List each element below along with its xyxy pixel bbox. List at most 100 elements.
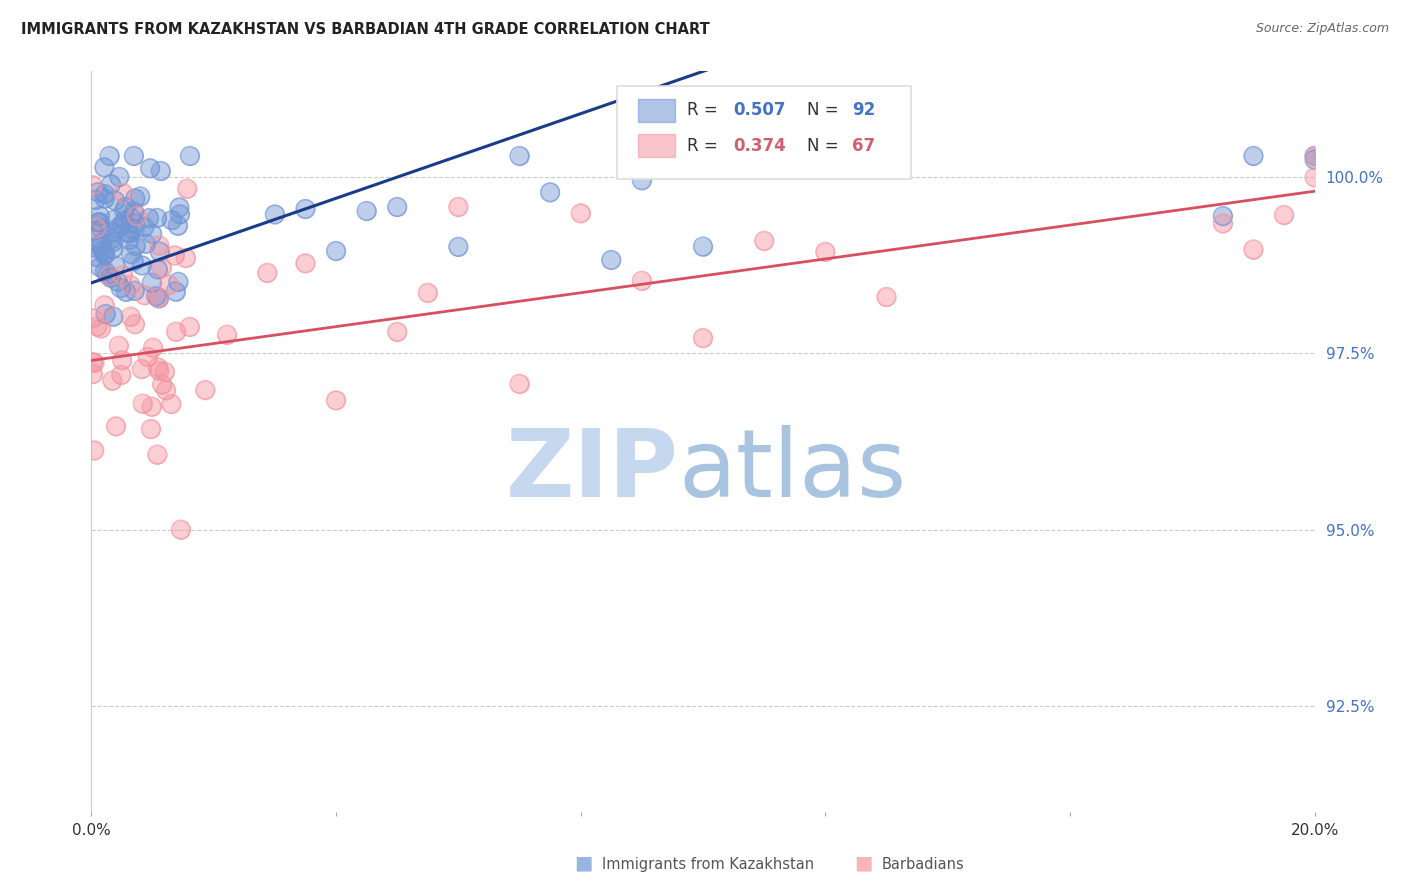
Point xyxy=(101,374,124,388)
Point xyxy=(84,193,107,207)
Point xyxy=(325,244,347,258)
Point xyxy=(100,232,122,246)
Point xyxy=(385,325,409,339)
Point xyxy=(150,260,173,275)
Point xyxy=(153,365,176,379)
Point xyxy=(101,242,124,256)
Point xyxy=(82,223,104,237)
Point xyxy=(101,225,124,239)
Point xyxy=(754,162,776,177)
Point xyxy=(1243,149,1265,163)
Point xyxy=(631,173,654,187)
Point xyxy=(176,182,198,196)
Point xyxy=(165,325,187,339)
Point xyxy=(107,275,129,289)
Point xyxy=(294,202,316,216)
Point xyxy=(569,206,592,220)
Point xyxy=(142,341,165,355)
Point xyxy=(131,259,153,273)
Point xyxy=(131,397,153,411)
Point xyxy=(160,213,183,227)
Point xyxy=(115,285,138,299)
Point xyxy=(155,384,177,398)
Point xyxy=(90,321,112,335)
Point xyxy=(89,215,111,229)
Point xyxy=(104,259,127,273)
Point xyxy=(122,254,145,268)
Point xyxy=(138,211,160,226)
Text: 67: 67 xyxy=(852,137,876,155)
Point xyxy=(141,400,163,414)
Point xyxy=(176,182,198,196)
Text: 0.374: 0.374 xyxy=(734,137,786,155)
Point xyxy=(447,240,470,254)
Point xyxy=(83,356,105,370)
Point xyxy=(110,368,132,382)
Point xyxy=(160,397,183,411)
Point xyxy=(814,149,837,163)
Point xyxy=(104,194,127,208)
Point xyxy=(82,355,104,369)
Point xyxy=(111,353,134,368)
Point xyxy=(139,161,162,176)
Point xyxy=(135,236,157,251)
Point xyxy=(110,218,132,232)
Text: N =: N = xyxy=(807,137,844,155)
Point xyxy=(1303,149,1326,163)
Point xyxy=(538,186,561,200)
Point xyxy=(148,292,170,306)
Point xyxy=(104,419,127,434)
Point xyxy=(125,239,148,253)
Point xyxy=(117,227,139,241)
Point xyxy=(692,239,714,253)
Point xyxy=(104,419,127,434)
Point xyxy=(174,251,197,265)
Point xyxy=(141,227,163,241)
Point xyxy=(146,448,169,462)
Point xyxy=(100,270,122,285)
Point xyxy=(148,238,170,252)
Point xyxy=(83,443,105,458)
Point xyxy=(100,178,122,192)
Text: R =: R = xyxy=(688,137,723,155)
Point xyxy=(101,225,124,239)
Point xyxy=(124,317,146,331)
Point xyxy=(82,367,104,381)
Point xyxy=(110,281,132,295)
Point xyxy=(148,291,170,305)
Point xyxy=(110,281,132,295)
Point xyxy=(91,235,114,250)
Point xyxy=(163,248,186,262)
Point xyxy=(150,377,173,392)
Point xyxy=(107,275,129,289)
Point xyxy=(122,254,145,268)
Point xyxy=(754,234,776,248)
Bar xyxy=(638,100,675,121)
Point xyxy=(447,200,470,214)
Point xyxy=(125,209,148,223)
Point xyxy=(97,268,120,282)
Point xyxy=(179,149,201,163)
Point xyxy=(103,235,125,249)
Point xyxy=(124,191,146,205)
Point xyxy=(509,149,531,163)
FancyBboxPatch shape xyxy=(617,87,911,178)
Point xyxy=(136,350,159,364)
Text: ■: ■ xyxy=(574,854,593,872)
Text: IMMIGRANTS FROM KAZAKHSTAN VS BARBADIAN 4TH GRADE CORRELATION CHART: IMMIGRANTS FROM KAZAKHSTAN VS BARBADIAN … xyxy=(21,22,710,37)
Point xyxy=(139,422,162,436)
Point xyxy=(215,327,238,342)
Point xyxy=(107,339,129,353)
Point xyxy=(264,207,287,221)
Point xyxy=(141,400,163,414)
Point xyxy=(87,215,110,229)
Point xyxy=(120,278,142,293)
Point xyxy=(169,207,191,221)
Point xyxy=(1243,149,1265,163)
Point xyxy=(112,203,135,218)
Point xyxy=(108,169,131,184)
Point xyxy=(90,222,112,236)
Point xyxy=(93,298,115,312)
Text: ZIP: ZIP xyxy=(506,425,679,517)
Point xyxy=(215,327,238,342)
